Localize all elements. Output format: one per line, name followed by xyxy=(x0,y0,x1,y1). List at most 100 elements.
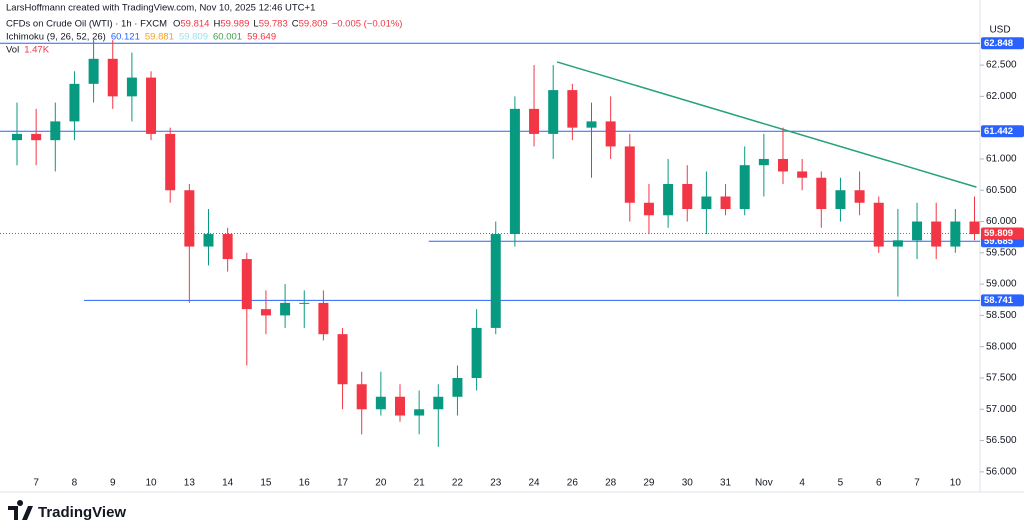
candle-body xyxy=(605,121,616,147)
candle-body xyxy=(739,165,750,210)
candle-body xyxy=(165,133,176,191)
ohlc-key: H xyxy=(213,19,220,30)
x-tick-label: 14 xyxy=(222,478,234,489)
y-tick-label: 62.500 xyxy=(986,60,1017,71)
x-tick-label: 4 xyxy=(799,478,805,489)
x-tick-label: 22 xyxy=(452,478,464,489)
candle-body xyxy=(203,234,214,247)
candle-body xyxy=(184,190,195,247)
ohlc-value: 59.989 xyxy=(220,19,249,30)
y-tick-label: 62.000 xyxy=(986,91,1017,102)
candle-body xyxy=(88,58,99,84)
price-tag-label: 59.685 xyxy=(984,236,1014,247)
candle-body xyxy=(835,190,846,210)
x-tick-label: 23 xyxy=(490,478,502,489)
x-tick-label: 24 xyxy=(528,478,540,489)
y-tick-label: 56.000 xyxy=(986,466,1017,477)
y-tick-label: 56.500 xyxy=(986,435,1017,446)
x-tick-label: 20 xyxy=(375,478,387,489)
x-tick-label: 28 xyxy=(605,478,617,489)
candle-body xyxy=(31,133,42,141)
ohlc-key: C xyxy=(292,19,299,30)
y-tick-label: 58.500 xyxy=(986,310,1017,321)
ichimoku-value: 59.649 xyxy=(247,32,276,43)
candle-body xyxy=(873,202,884,247)
y-tick-label: 57.500 xyxy=(986,373,1017,384)
candle-body xyxy=(529,108,540,134)
y-tick-label: 58.000 xyxy=(986,341,1017,352)
candle-body xyxy=(337,334,348,385)
brand: TradingView xyxy=(38,504,126,521)
price-tag xyxy=(981,294,1024,307)
candle-body xyxy=(414,409,425,416)
candle-body xyxy=(797,171,808,178)
candle-body xyxy=(624,146,635,203)
vol-value: 1.47K xyxy=(24,45,49,56)
price-tag-label: 62.848 xyxy=(984,38,1013,49)
candle-body xyxy=(146,77,157,134)
candle-body xyxy=(778,158,788,172)
price-tag-label: 61.442 xyxy=(984,126,1013,137)
candle-body xyxy=(548,90,559,134)
x-tick-label: 16 xyxy=(299,478,311,489)
symbol: CFDs on Crude Oil (WTI) · 1h · FXCM xyxy=(6,19,167,30)
x-tick-label: 13 xyxy=(184,478,196,489)
candle-body xyxy=(854,190,865,203)
candle-body xyxy=(758,158,769,166)
candle-body xyxy=(395,396,405,416)
candle-body xyxy=(509,108,520,235)
candle-body xyxy=(490,234,501,328)
candle-body xyxy=(375,396,386,410)
candle-body xyxy=(318,302,329,335)
candle-body xyxy=(260,309,271,316)
price-tag-label: 59.809 xyxy=(984,228,1013,239)
x-tick-label: 26 xyxy=(567,478,579,489)
candle-body xyxy=(452,377,463,397)
x-tick-label: Nov xyxy=(755,478,773,489)
price-tag xyxy=(981,227,1024,240)
ichimoku-value: 59.809 xyxy=(179,32,208,43)
x-tick-label: 21 xyxy=(414,478,426,489)
x-tick-label: 7 xyxy=(33,478,39,489)
x-tick-label: 9 xyxy=(110,478,116,489)
candle-body xyxy=(299,302,310,304)
y-tick-label: 57.000 xyxy=(986,404,1017,415)
candle-body xyxy=(969,221,980,235)
y-tick-label: 59.000 xyxy=(986,279,1017,290)
trendline xyxy=(556,61,977,188)
candle-body xyxy=(663,183,674,216)
candle-body xyxy=(586,121,597,128)
candle-body xyxy=(69,83,80,122)
logo-mark xyxy=(8,500,33,520)
price-tag-label: 58.741 xyxy=(984,295,1014,306)
x-tick-label: 17 xyxy=(337,478,349,489)
x-tick-label: 5 xyxy=(838,478,844,489)
x-tick-label: 15 xyxy=(260,478,272,489)
ohlc-value: 59.809 xyxy=(299,19,328,30)
legend: CFDs on Crude Oil (WTI) · 1h · FXCM O 59.8… xyxy=(6,19,402,56)
ichimoku-value: 60.001 xyxy=(213,32,242,43)
y-tick-label: 61.000 xyxy=(986,154,1017,165)
candle-body xyxy=(471,327,482,378)
candle-body xyxy=(950,221,961,247)
ohlc-key: O xyxy=(173,19,180,30)
ichimoku-value: 60.121 xyxy=(111,32,140,43)
y-tick-label: 60.500 xyxy=(986,185,1017,196)
y-tick-label: 59.500 xyxy=(986,247,1017,258)
candle-body xyxy=(126,77,137,97)
x-tick-label: 10 xyxy=(950,478,962,489)
candle-body xyxy=(433,396,444,410)
y-tick-label: 60.000 xyxy=(986,216,1017,227)
candle-body xyxy=(720,196,731,210)
candle-body xyxy=(50,121,61,141)
vol: Vol xyxy=(6,45,19,56)
price-tag xyxy=(981,125,1024,138)
candle-body xyxy=(241,259,252,310)
x-tick-label: 8 xyxy=(72,478,78,489)
candle-body xyxy=(643,202,654,216)
candle-body xyxy=(701,196,712,210)
candle-body xyxy=(892,240,903,247)
x-tick-label: 30 xyxy=(682,478,694,489)
x-tick-label: 10 xyxy=(145,478,157,489)
